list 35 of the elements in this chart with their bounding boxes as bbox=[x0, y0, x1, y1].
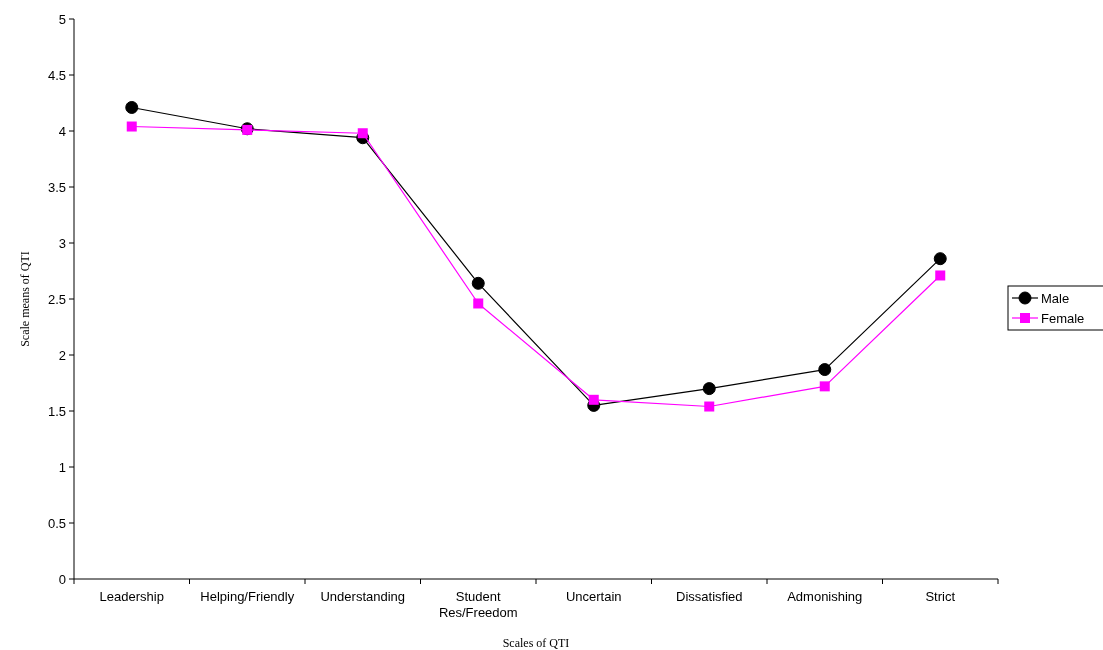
y-tick-label: 0.5 bbox=[47, 515, 66, 531]
point bbox=[818, 363, 832, 377]
point bbox=[473, 298, 484, 309]
point bbox=[702, 382, 716, 396]
y-tick-label: 1.5 bbox=[47, 403, 66, 419]
y-tick-label: 4.5 bbox=[47, 67, 66, 83]
point bbox=[126, 121, 137, 132]
point bbox=[357, 128, 368, 139]
legend-label: Male bbox=[1041, 290, 1070, 306]
point bbox=[471, 276, 485, 290]
y-tick-label: 2.5 bbox=[47, 291, 66, 307]
point bbox=[935, 270, 946, 281]
x-tick-label: Student Res/Freedom bbox=[438, 589, 518, 620]
point bbox=[819, 381, 830, 392]
y-tick-label: 0 bbox=[58, 571, 66, 587]
x-tick-label: Strict bbox=[925, 589, 956, 604]
point bbox=[933, 252, 947, 266]
x-tick-label: Uncertain bbox=[565, 589, 622, 604]
x-axis-title: Scales of QTI bbox=[502, 636, 570, 650]
point bbox=[125, 100, 139, 114]
point bbox=[588, 394, 599, 405]
x-tick-label: Understanding bbox=[320, 589, 406, 604]
x-tick-label: Admonishing bbox=[787, 589, 863, 604]
y-tick-label: 3.5 bbox=[47, 179, 66, 195]
y-tick-label: 2 bbox=[58, 347, 66, 363]
y-axis-title: Scale means of QTI bbox=[18, 251, 32, 347]
legend-label: Female bbox=[1041, 310, 1085, 326]
y-tick-label: 1 bbox=[58, 459, 66, 475]
y-tick-label: 4 bbox=[58, 123, 66, 139]
x-tick-label: Dissatisfied bbox=[676, 589, 743, 604]
y-tick-label: 3 bbox=[58, 235, 66, 251]
x-tick-label: Leadership bbox=[99, 589, 164, 604]
y-tick-label: 5 bbox=[58, 11, 66, 27]
point bbox=[704, 401, 715, 412]
x-tick-label: Helping/Friendly bbox=[200, 589, 295, 604]
